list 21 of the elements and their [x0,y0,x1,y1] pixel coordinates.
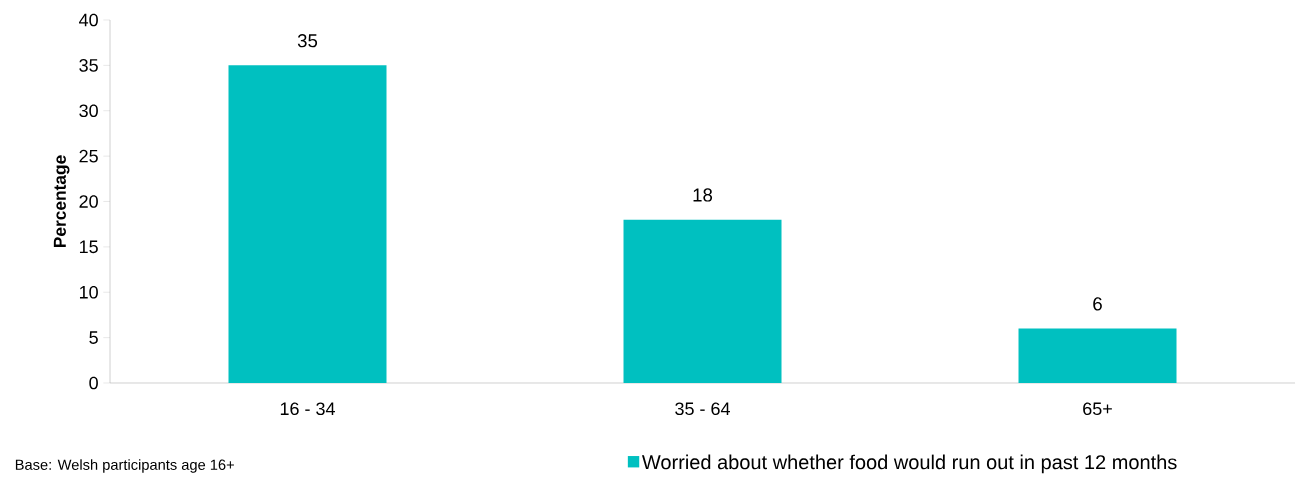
data-label: 35 [297,34,318,48]
y-tick-label: 5 [89,331,98,344]
y-tick-label: 35 [79,59,98,72]
bar [623,219,782,383]
y-tick-label: 25 [79,149,98,163]
data-label: 18 [693,188,713,202]
y-tick-label: 40 [79,13,98,27]
data-label: 6 [1093,297,1102,311]
y-tick-label: 0 [89,376,98,390]
bar [228,65,387,383]
y-tick-label: 20 [79,195,98,208]
y-tick-label: 30 [79,104,98,118]
text: Base: Welsh participants age 16+ [15,459,234,473]
y-axis-title: Percentage [53,155,70,248]
x-tick-label: 16 - 34 [280,402,335,416]
x-tick-label: 35 - 64 [675,402,730,416]
x-tick-label: 65+ [1083,402,1112,416]
bar [1018,328,1177,383]
y-tick-label: 10 [79,285,98,299]
legend-label: Worried about whether food would run out in past 12 months [641,454,1177,474]
y-tick-label: 15 [79,240,98,254]
